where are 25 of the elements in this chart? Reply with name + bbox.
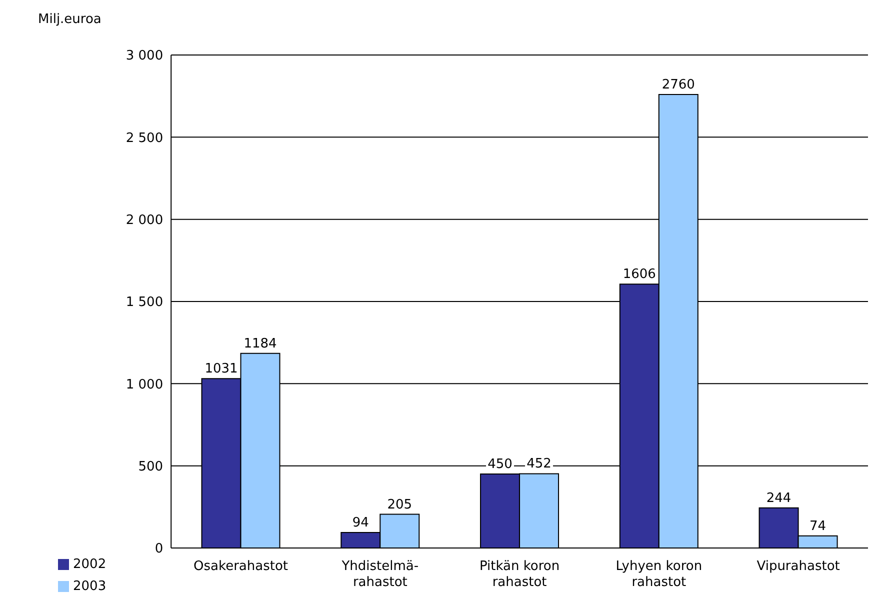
- data-label: 205: [387, 497, 412, 512]
- y-tick-label: 2 500: [126, 130, 164, 146]
- y-tick-label: 3 000: [126, 48, 164, 64]
- y-tick-label: 1 000: [126, 377, 164, 392]
- y-axis-title: Milj.euroa: [38, 12, 102, 27]
- x-tick-label: Yhdistelmä- rahastot: [340, 559, 419, 590]
- x-tick-label: Osakerahastot: [194, 559, 288, 574]
- x-tick-label: Pitkän koron rahastot: [479, 559, 560, 590]
- y-tick-label: 0: [154, 542, 164, 557]
- y-tick-label: 2 000: [126, 212, 164, 228]
- y-tick-label: 500: [138, 459, 164, 474]
- data-label: 1031: [204, 362, 238, 377]
- data-label: 450: [488, 457, 512, 472]
- data-label: 1184: [244, 336, 277, 352]
- data-label: 94: [352, 516, 369, 531]
- data-label: 74: [810, 518, 826, 534]
- x-tick-label: Vipurahastot: [756, 559, 840, 574]
- data-label: 1606: [622, 267, 656, 282]
- x-tick-label: Lyhyen koron rahastot: [616, 559, 702, 590]
- data-label: 452: [526, 456, 552, 472]
- data-label: 244: [766, 490, 792, 506]
- data-label: 2760: [662, 77, 695, 92]
- legend-label: 2002: [73, 557, 106, 572]
- y-tick-label: 1 500: [126, 295, 164, 310]
- legend-label: 2003: [73, 579, 106, 594]
